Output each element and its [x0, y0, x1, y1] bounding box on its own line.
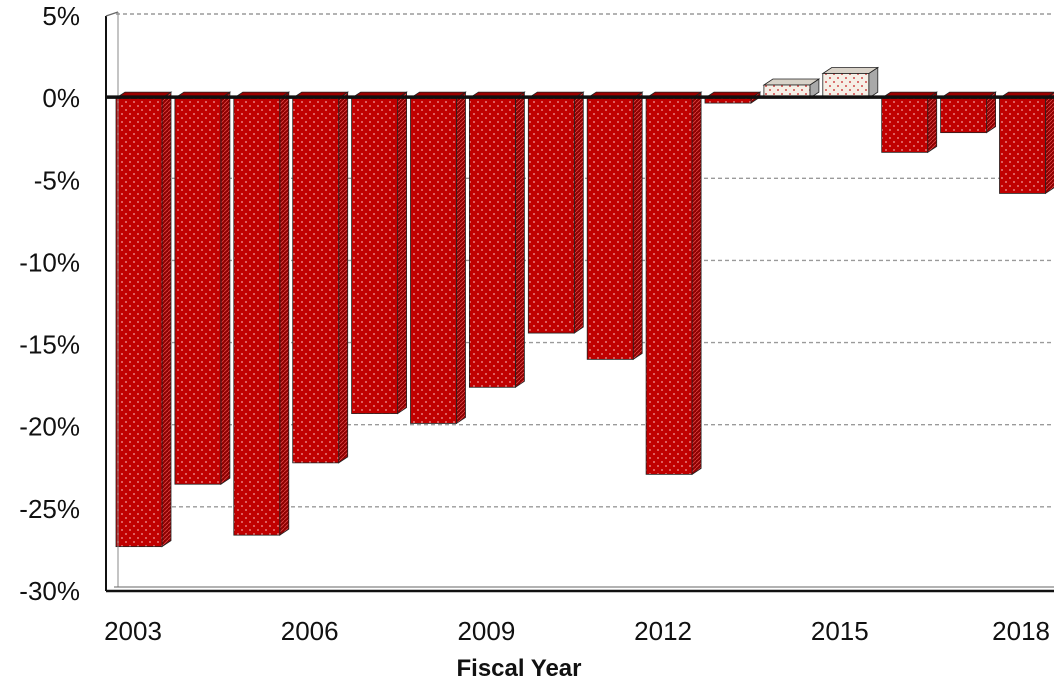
bar-front-2018: [1000, 98, 1046, 193]
bar-2010: [528, 92, 583, 333]
bar-2018: [1000, 92, 1054, 193]
x-tick-label: 2012: [634, 616, 692, 646]
bar-front-2004: [175, 98, 221, 484]
x-tick-label: 2006: [281, 616, 339, 646]
y-tick-label: 0%: [42, 83, 80, 113]
bar-2012: [646, 92, 701, 474]
x-axis-title: Fiscal Year: [457, 655, 582, 682]
bar-side-2007: [398, 92, 407, 413]
bars: [116, 68, 1054, 547]
y-tick-label: -10%: [19, 247, 80, 277]
bar-side-2009: [515, 92, 524, 387]
bar-front-2015: [823, 74, 869, 99]
bar-2004: [175, 92, 230, 484]
y-tick-label: -30%: [19, 576, 80, 606]
bar-side-2008: [457, 92, 466, 423]
bar-front-2016: [882, 98, 928, 152]
y-tick-label: -25%: [19, 494, 80, 524]
y-tick-label: -5%: [34, 165, 80, 195]
x-tick-label: 2009: [457, 616, 515, 646]
bar-2016: [882, 92, 937, 152]
bar-2006: [293, 92, 348, 463]
bar-2011: [587, 92, 642, 359]
bar-front-2010: [528, 98, 574, 333]
bar-front-2008: [411, 98, 457, 423]
y-tick-label: -20%: [19, 412, 80, 442]
bar-side-2016: [928, 92, 937, 152]
bar-front-2003: [116, 98, 162, 547]
bar-front-2006: [293, 98, 339, 463]
bar-side-2004: [221, 92, 230, 484]
x-tick-label: 2015: [811, 616, 869, 646]
bar-2009: [469, 92, 524, 387]
bar-front-2009: [469, 98, 515, 387]
x-tick-label: 2018: [992, 616, 1050, 646]
bar-front-2007: [352, 98, 398, 413]
bar-side-2003: [162, 92, 171, 547]
bar-2015: [823, 68, 878, 99]
bar-side-2006: [339, 92, 348, 463]
bar-2008: [411, 92, 466, 423]
bar-2007: [352, 92, 407, 413]
bar-front-2005: [234, 98, 280, 535]
bar-2005: [234, 92, 289, 535]
bar-front-2011: [587, 98, 633, 359]
bar-side-2010: [574, 92, 583, 333]
bar-2014: [764, 79, 819, 98]
x-tick-label: 2003: [104, 616, 162, 646]
bar-top-2014: [764, 79, 819, 85]
bar-side-2018: [1046, 92, 1054, 193]
y-tick-label: -15%: [19, 330, 80, 360]
bar-side-2005: [280, 92, 289, 535]
bar-top-2015: [823, 68, 878, 74]
bar-front-2017: [941, 98, 987, 132]
y-tick-labels: 5% 0% -5% -10% -15% -20% -25% -30%: [19, 1, 80, 606]
bar-side-2011: [633, 92, 642, 359]
bar-front-2012: [646, 98, 692, 474]
x-tick-labels: 2003 2006 2009 2012 2015 2018: [104, 616, 1050, 646]
y-tick-label: 5%: [42, 1, 80, 31]
bar-2003: [116, 92, 171, 547]
bar-side-2012: [692, 92, 701, 474]
